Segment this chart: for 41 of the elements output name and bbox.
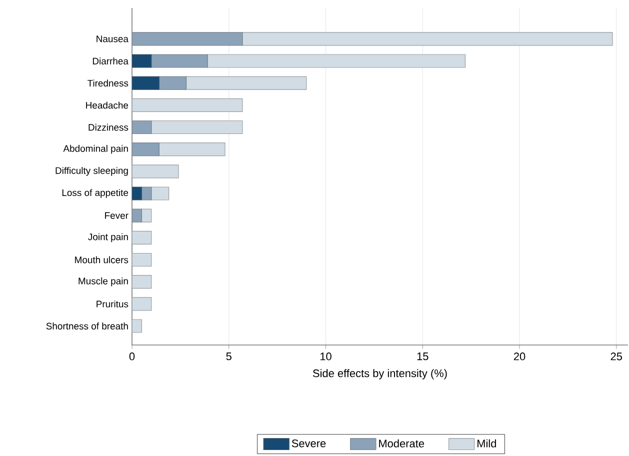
- y-tick-label: Loss of appetite: [62, 189, 128, 198]
- legend-label: Moderate: [379, 439, 424, 448]
- y-tick-label: Muscle pain: [78, 277, 128, 286]
- y-tick-label: Headache: [86, 102, 128, 109]
- bar: [151, 120, 243, 134]
- bar: [151, 54, 208, 68]
- bar: [132, 230, 152, 244]
- y-tick-label: Shortness of breath: [46, 322, 128, 330]
- bar: [158, 76, 187, 90]
- y-tick-label: Difficulty sleeping: [56, 167, 128, 176]
- bar: [186, 76, 307, 90]
- y-tick-label: Dizziness: [88, 124, 128, 131]
- y-tick-label: Fever: [105, 212, 128, 219]
- y-tick-label: Mouth ulcers: [75, 256, 128, 264]
- bar: [207, 54, 466, 68]
- bar: [151, 186, 170, 200]
- x-tick-label: 20: [514, 352, 526, 360]
- bar: [132, 275, 152, 289]
- x-tick-label: 15: [417, 352, 428, 360]
- bar: [158, 142, 226, 156]
- bar: [132, 120, 152, 134]
- bar: [132, 164, 179, 178]
- y-tick-label: Pruritus: [96, 300, 128, 308]
- x-tick-label: 5: [226, 352, 232, 360]
- bar: [132, 98, 243, 112]
- x-tick-label: 0: [129, 352, 135, 360]
- legend-label: Severe: [292, 440, 326, 448]
- legend-label: Mild: [478, 439, 496, 448]
- x-tick-label: 10: [320, 352, 332, 360]
- x-axis-title: Side effects by intensity (%): [312, 369, 447, 380]
- bar: [132, 142, 160, 156]
- y-tick-label: Tiredness: [87, 80, 128, 87]
- y-tick-label: Joint pain: [88, 233, 128, 242]
- x-tick-label: 25: [610, 352, 622, 360]
- bar: [242, 32, 613, 46]
- y-tick-label: Diarrhea: [92, 58, 128, 64]
- bar: [132, 252, 152, 267]
- bar: [132, 76, 160, 90]
- y-tick-label: Nausea: [96, 36, 128, 42]
- bar: [132, 32, 243, 46]
- y-tick-label: Abdominal pain: [63, 144, 128, 154]
